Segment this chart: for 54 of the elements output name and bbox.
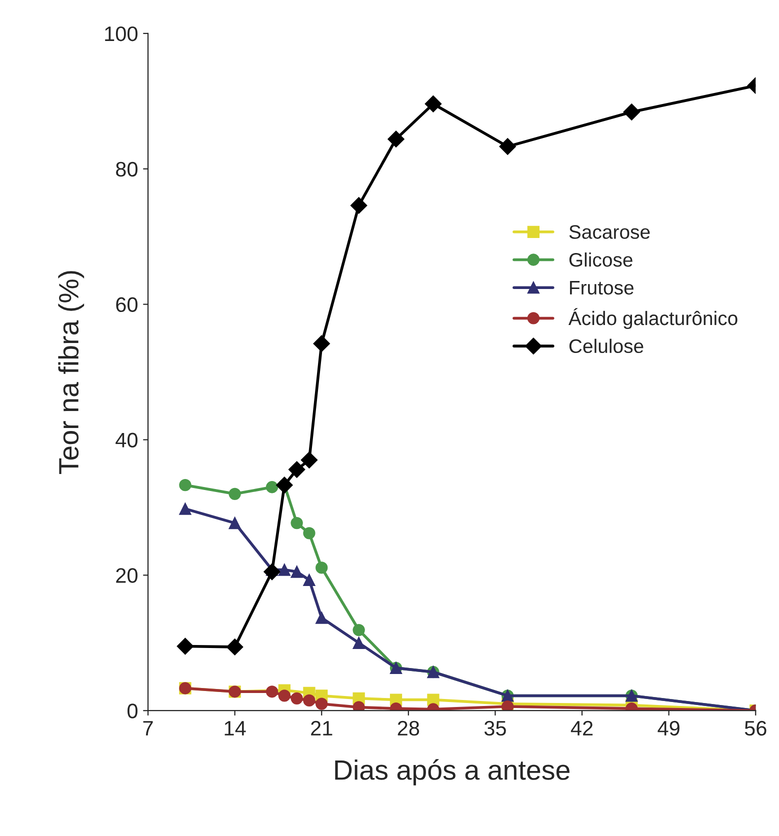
point bbox=[313, 335, 330, 352]
point bbox=[276, 476, 293, 494]
point bbox=[316, 612, 328, 624]
legend-label: Frutose bbox=[570, 281, 634, 295]
x-tick-label: 21 bbox=[311, 720, 332, 736]
x-tick-label: 35 bbox=[484, 720, 506, 736]
legend-label: Celulose bbox=[569, 338, 644, 354]
point bbox=[424, 95, 442, 112]
point bbox=[300, 452, 318, 468]
point bbox=[352, 624, 365, 636]
point bbox=[316, 562, 328, 574]
point bbox=[278, 564, 290, 576]
point bbox=[290, 566, 303, 578]
point bbox=[290, 692, 303, 704]
point bbox=[502, 700, 514, 711]
x-tick-label: 56 bbox=[744, 720, 766, 736]
y-tick-label: 80 bbox=[116, 162, 138, 177]
y-axis-title: Teor na fibra (%) bbox=[58, 271, 84, 474]
point bbox=[623, 104, 640, 120]
point bbox=[303, 694, 316, 707]
legend-label: Ácido galacturônico bbox=[568, 308, 738, 330]
point bbox=[499, 138, 516, 155]
x-tick-label: 7 bbox=[143, 721, 153, 736]
y-tick-label: 20 bbox=[116, 568, 138, 583]
point bbox=[264, 563, 280, 580]
point bbox=[350, 197, 368, 214]
y-tick-label: 0 bbox=[128, 704, 138, 718]
x-tick-label: 28 bbox=[398, 720, 420, 736]
x-tick-label: 14 bbox=[224, 721, 246, 736]
x-tick-label: 42 bbox=[570, 720, 593, 736]
point bbox=[179, 479, 192, 492]
legend-label: Sacarose bbox=[569, 225, 650, 239]
point bbox=[303, 574, 316, 586]
point bbox=[352, 701, 365, 711]
point bbox=[266, 686, 278, 698]
point bbox=[388, 130, 404, 148]
point bbox=[228, 516, 241, 530]
point bbox=[352, 636, 365, 649]
y-tick-label: 60 bbox=[116, 297, 138, 312]
point bbox=[179, 502, 192, 515]
y-tick-label: 40 bbox=[116, 432, 138, 448]
point bbox=[290, 516, 303, 530]
point bbox=[288, 461, 306, 478]
point bbox=[228, 488, 241, 500]
point bbox=[316, 698, 328, 710]
point bbox=[266, 481, 278, 494]
legend-label: Glicose bbox=[569, 252, 632, 267]
point bbox=[278, 690, 290, 702]
point bbox=[176, 638, 194, 655]
x-tick-label: 49 bbox=[658, 720, 680, 736]
y-tick-label: 100 bbox=[105, 26, 138, 42]
point bbox=[303, 527, 316, 540]
point bbox=[226, 638, 244, 656]
x-axis-title: Dias após a antese bbox=[335, 759, 570, 786]
